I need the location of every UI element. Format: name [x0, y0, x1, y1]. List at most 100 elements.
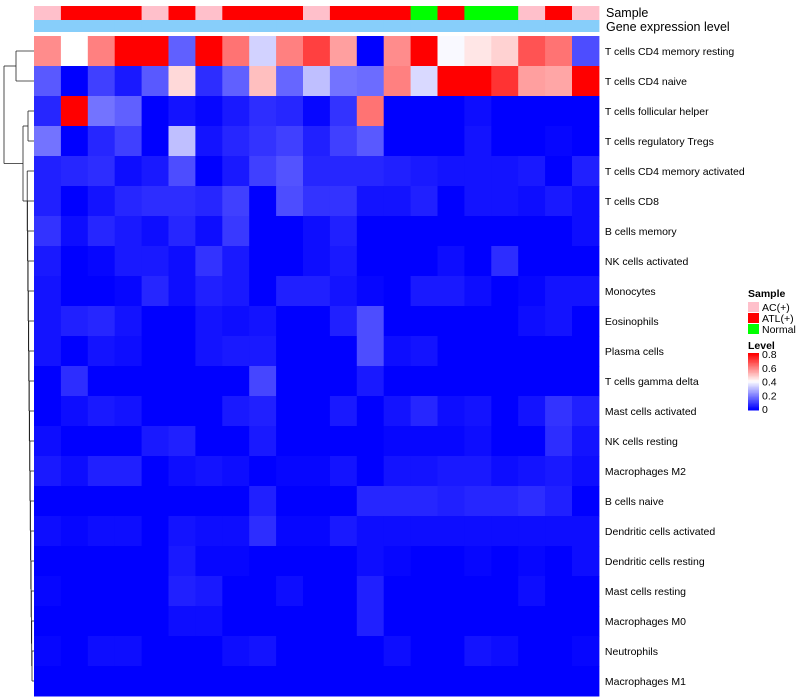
heatmap-cell [491, 426, 519, 457]
heatmap-cell [195, 36, 223, 67]
heatmap-cell [276, 126, 304, 157]
heatmap-cell [437, 96, 465, 127]
heatmap-cell [303, 456, 331, 487]
heatmap-cell [356, 276, 385, 307]
colorbar-step [748, 405, 759, 408]
heatmap-cell [87, 96, 116, 127]
sample-annotation-cell [303, 6, 331, 20]
heatmap-cell [87, 456, 116, 487]
heatmap-cell [518, 36, 546, 67]
heatmap-cell [195, 336, 223, 367]
legend-level-title: Level [748, 340, 775, 352]
heatmap-cell [249, 216, 277, 247]
heatmap-cell [410, 426, 438, 457]
row-label: Neutrophils [605, 646, 658, 658]
colorbar-step [748, 377, 759, 380]
heatmap-cell [491, 546, 519, 577]
heatmap-cell [34, 396, 62, 427]
heatmap-cell [303, 426, 331, 457]
heatmap-cell [303, 546, 331, 577]
heatmap-cell [168, 186, 196, 217]
heatmap-cell [572, 636, 600, 667]
heatmap-cell [410, 306, 438, 337]
heatmap-cell [303, 666, 331, 697]
heatmap-cell [518, 246, 546, 277]
heatmap-cell [276, 486, 304, 517]
heatmap-cell [329, 306, 358, 337]
heatmap-cell [303, 516, 331, 547]
heatmap-cell [572, 576, 600, 607]
heatmap-cell [34, 186, 62, 217]
row-label: Macrophages M2 [605, 466, 686, 478]
heatmap-cell [410, 336, 438, 367]
colorbar-step [748, 361, 759, 364]
expression-annotation-cell [410, 20, 438, 32]
heatmap-cell [195, 96, 223, 127]
heatmap-cell [34, 426, 62, 457]
heatmap-cell [356, 666, 385, 697]
heatmap-cell [141, 486, 169, 517]
heatmap-cell [168, 546, 196, 577]
heatmap-cell [34, 636, 62, 667]
heatmap-cell [141, 546, 169, 577]
row-label: Eosinophils [605, 316, 659, 328]
expression-annotation-cell [383, 20, 412, 32]
heatmap-cell [195, 636, 223, 667]
heatmap-cell [34, 486, 62, 517]
annotation-label-sample: Sample [606, 6, 648, 20]
heatmap-cell [518, 186, 546, 217]
heatmap-cell [545, 576, 573, 607]
heatmap-cell [114, 186, 143, 217]
heatmap-cell [329, 546, 358, 577]
heatmap-cell [491, 276, 519, 307]
heatmap-cell [383, 546, 412, 577]
heatmap-cell [383, 606, 412, 637]
heatmap-cell [114, 486, 143, 517]
heatmap-cell [168, 486, 196, 517]
heatmap-cell [60, 666, 89, 697]
heatmap-cell [572, 186, 600, 217]
heatmap-cell [87, 516, 116, 547]
heatmap-cell [518, 276, 546, 307]
heatmap-cell [303, 246, 331, 277]
heatmap-cell [87, 366, 116, 397]
heatmap-cell [464, 486, 492, 517]
heatmap-cell [329, 216, 358, 247]
row-label: Dendritic cells resting [605, 556, 705, 568]
heatmap-cell [410, 456, 438, 487]
colorbar-step [748, 390, 759, 392]
heatmap-cell [572, 156, 600, 187]
heatmap-cell [437, 156, 465, 187]
heatmap-cell [356, 306, 385, 337]
expression-annotation-cell [141, 20, 169, 32]
heatmap-cell [168, 156, 196, 187]
heatmap-cell [356, 486, 385, 517]
heatmap-cell [168, 576, 196, 607]
heatmap-cell [491, 216, 519, 247]
heatmap-cell [222, 96, 250, 127]
heatmap-cell [303, 66, 331, 97]
heatmap-cell [60, 426, 89, 457]
heatmap-cell [518, 336, 546, 367]
sample-annotation-cell [437, 6, 465, 20]
heatmap-cell [222, 186, 250, 217]
heatmap-cell [114, 276, 143, 307]
heatmap-cell [34, 126, 62, 157]
heatmap-cell [141, 666, 169, 697]
row-label: T cells CD4 memory resting [605, 46, 734, 58]
heatmap-cell [222, 336, 250, 367]
heatmap-cell [276, 246, 304, 277]
heatmap-cell [222, 246, 250, 277]
heatmap-cell [276, 276, 304, 307]
heatmap-cell [329, 366, 358, 397]
heatmap-cell [60, 456, 89, 487]
heatmap-cell [34, 576, 62, 607]
heatmap-cell [114, 456, 143, 487]
heatmap-cell [545, 36, 573, 67]
heatmap-cell [168, 666, 196, 697]
heatmap-cell [437, 666, 465, 697]
heatmap-cell [383, 306, 412, 337]
heatmap-cell [572, 516, 600, 547]
heatmap-cell [195, 516, 223, 547]
row-label: T cells follicular helper [605, 106, 709, 118]
